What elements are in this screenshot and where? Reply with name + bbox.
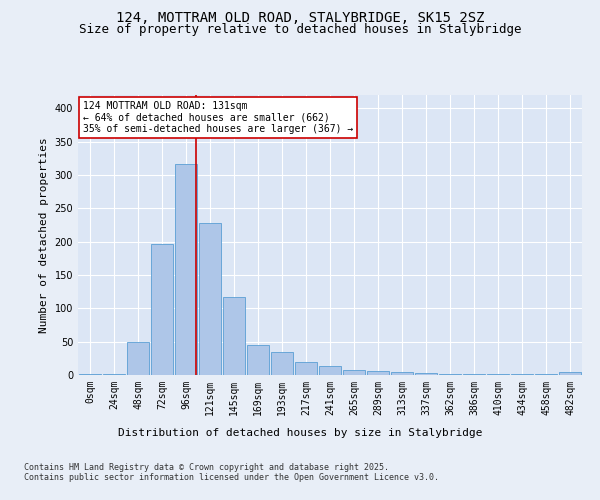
Bar [391,372,413,375]
Bar [487,374,509,375]
Bar [319,366,341,375]
Bar [415,373,437,375]
Text: 124 MOTTRAM OLD ROAD: 131sqm
← 64% of detached houses are smaller (662)
35% of s: 124 MOTTRAM OLD ROAD: 131sqm ← 64% of de… [83,100,353,134]
Bar [367,371,389,375]
Bar [511,374,533,375]
Bar [175,164,197,375]
Bar [247,345,269,375]
Bar [271,352,293,375]
Bar [559,372,581,375]
Bar [79,374,101,375]
Bar [103,374,125,375]
Text: Contains HM Land Registry data © Crown copyright and database right 2025.
Contai: Contains HM Land Registry data © Crown c… [24,463,439,482]
Bar [223,297,245,375]
Bar [463,374,485,375]
Bar [295,362,317,375]
Bar [151,244,173,375]
Bar [127,342,149,375]
Text: Distribution of detached houses by size in Stalybridge: Distribution of detached houses by size … [118,428,482,438]
Bar [199,223,221,375]
Bar [439,374,461,375]
Bar [535,374,557,375]
Text: Size of property relative to detached houses in Stalybridge: Size of property relative to detached ho… [79,24,521,36]
Text: 124, MOTTRAM OLD ROAD, STALYBRIDGE, SK15 2SZ: 124, MOTTRAM OLD ROAD, STALYBRIDGE, SK15… [116,10,484,24]
Bar [343,370,365,375]
Y-axis label: Number of detached properties: Number of detached properties [39,137,49,333]
